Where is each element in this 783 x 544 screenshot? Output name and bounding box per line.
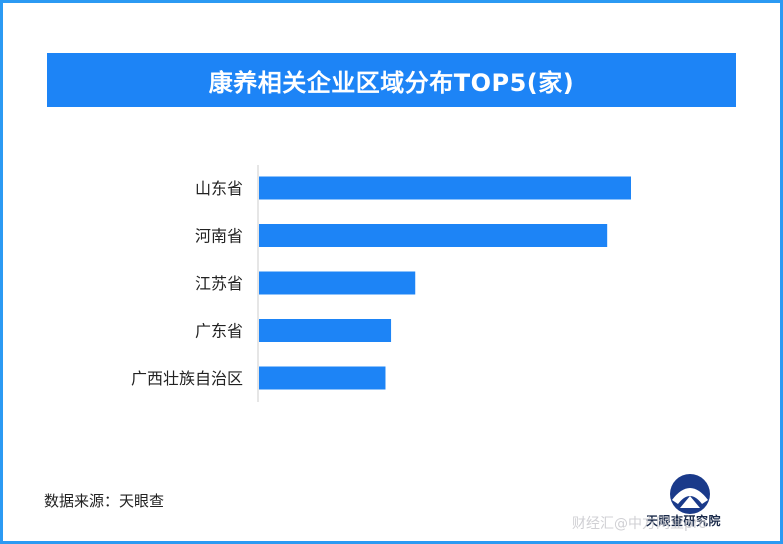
watermark: 财经汇@中方网业pro — [572, 516, 707, 532]
bar-3 — [259, 319, 392, 342]
bar-2 — [259, 271, 416, 295]
category-label: 河南省 — [195, 227, 243, 246]
bar-0 — [259, 176, 631, 200]
title-banner: 康养相关企业区域分布TOP5(家) — [47, 53, 736, 107]
bar-1 — [259, 224, 608, 247]
category-label: 广东省 — [195, 322, 243, 341]
logo-text: 天眼查研究院 — [646, 514, 722, 528]
bar-4 — [259, 366, 386, 390]
data-source: 数据来源：天眼查 — [44, 492, 165, 510]
category-label: 江苏省 — [195, 274, 243, 293]
category-label: 广西壮族自治区 — [131, 369, 243, 388]
category-label: 山东省 — [195, 179, 243, 198]
tianyancha-logo-icon — [670, 474, 710, 514]
chart-title: 康养相关企业区域分布TOP5(家) — [208, 68, 575, 97]
